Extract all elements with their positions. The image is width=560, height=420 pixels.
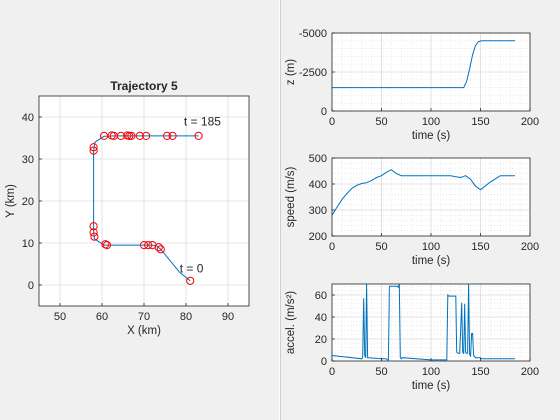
x-tick-label: 100 [422,366,440,378]
x-axis-label: time (s) [412,130,451,142]
data-point-marker [125,131,134,140]
x-tick-label: 200 [521,241,539,253]
data-point-marker [144,241,153,250]
chart-0: 50 60 70 80 90 0 10 20 30 40 X (km) Y (km) Trajector… [5,79,250,337]
x-tick-label: 200 [521,366,539,378]
x-tick-label: 200 [521,116,539,128]
data-layer [332,284,516,361]
y-tick-label: 10 [22,238,34,250]
panel-divider [279,0,281,420]
x-tick-label: 0 [329,116,335,128]
x-tick-label: 100 [422,116,440,128]
x-axis-label: X (km) [127,325,161,337]
x-tick-label: 100 [422,241,440,253]
data-point-marker [101,240,110,249]
x-axis-label: time (s) [412,255,451,267]
data-point-marker [89,143,98,152]
series-line [332,169,516,216]
y-tick-label: 40 [315,312,327,324]
x-tick-label: 50 [375,366,387,378]
data-point-marker [156,245,165,254]
x-tick-label: 90 [222,311,234,323]
y-axis-label: Y (km) [5,184,17,218]
x-tick-label: 80 [180,311,192,323]
chart-2: 0 50 100 150 200 200 300 400 500 time (s) speed (m… [285,153,539,267]
data-layer [332,169,516,216]
data-point-marker [135,131,144,140]
y-tick-label: -5000 [299,28,327,40]
x-tick-label: 60 [96,311,108,323]
data-point-marker [90,232,99,241]
chart-title: Trajectory 5 [110,79,178,93]
y-axis-label: accel. (m/s²) [285,291,297,354]
y-axis-label: z (m) [285,59,297,85]
x-axis-label: time (s) [412,380,451,392]
x-tick-label: 70 [138,311,150,323]
data-point-marker [89,228,98,237]
y-tick-label: 0 [321,356,327,368]
y-tick-label: 20 [22,196,34,208]
y-tick-label: 300 [309,205,327,217]
data-point-marker [142,131,151,140]
x-tick-label: 0 [329,366,335,378]
x-tick-label: 50 [375,116,387,128]
data-point-marker [89,146,98,155]
series-line [332,284,516,361]
y-tick-label: 200 [309,231,327,243]
data-layer [332,40,516,89]
y-tick-label: 60 [315,290,327,302]
y-tick-label: 0 [321,106,327,118]
data-point-marker [89,222,98,231]
y-tick-label: -2500 [299,67,327,79]
x-tick-label: 50 [54,311,66,323]
y-tick-label: 20 [315,334,327,346]
y-tick-label: 400 [309,179,327,191]
data-point-marker [139,241,149,250]
data-point-marker [194,131,203,140]
time-annotation: t = 0 [180,261,204,275]
x-tick-label: 150 [471,241,489,253]
x-tick-label: 150 [471,116,489,128]
data-point-marker [148,241,157,250]
y-tick-label: 40 [22,112,34,124]
data-point-marker [116,131,126,140]
data-layer [89,131,203,285]
chart-3: 0 50 100 150 200 0 20 40 60 time (s) accel. (m/s²) [285,283,539,392]
data-point-marker [168,131,177,140]
y-tick-label: 30 [22,154,34,166]
data-point-marker [163,131,172,140]
x-tick-label: 0 [329,241,335,253]
data-point-marker [186,276,195,285]
data-point-marker [102,241,112,250]
data-point-marker [127,131,136,140]
y-tick-label: 0 [28,280,34,292]
chart-1: 0 50 100 150 200 -5000 -2500 0 time (s) z (m) [285,28,539,142]
x-tick-label: 50 [375,241,387,253]
y-tick-label: 500 [309,153,327,165]
x-tick-label: 150 [471,366,489,378]
time-annotation: t = 185 [184,114,221,128]
series-line [332,40,516,89]
y-axis-label: speed (m/s) [285,166,297,227]
